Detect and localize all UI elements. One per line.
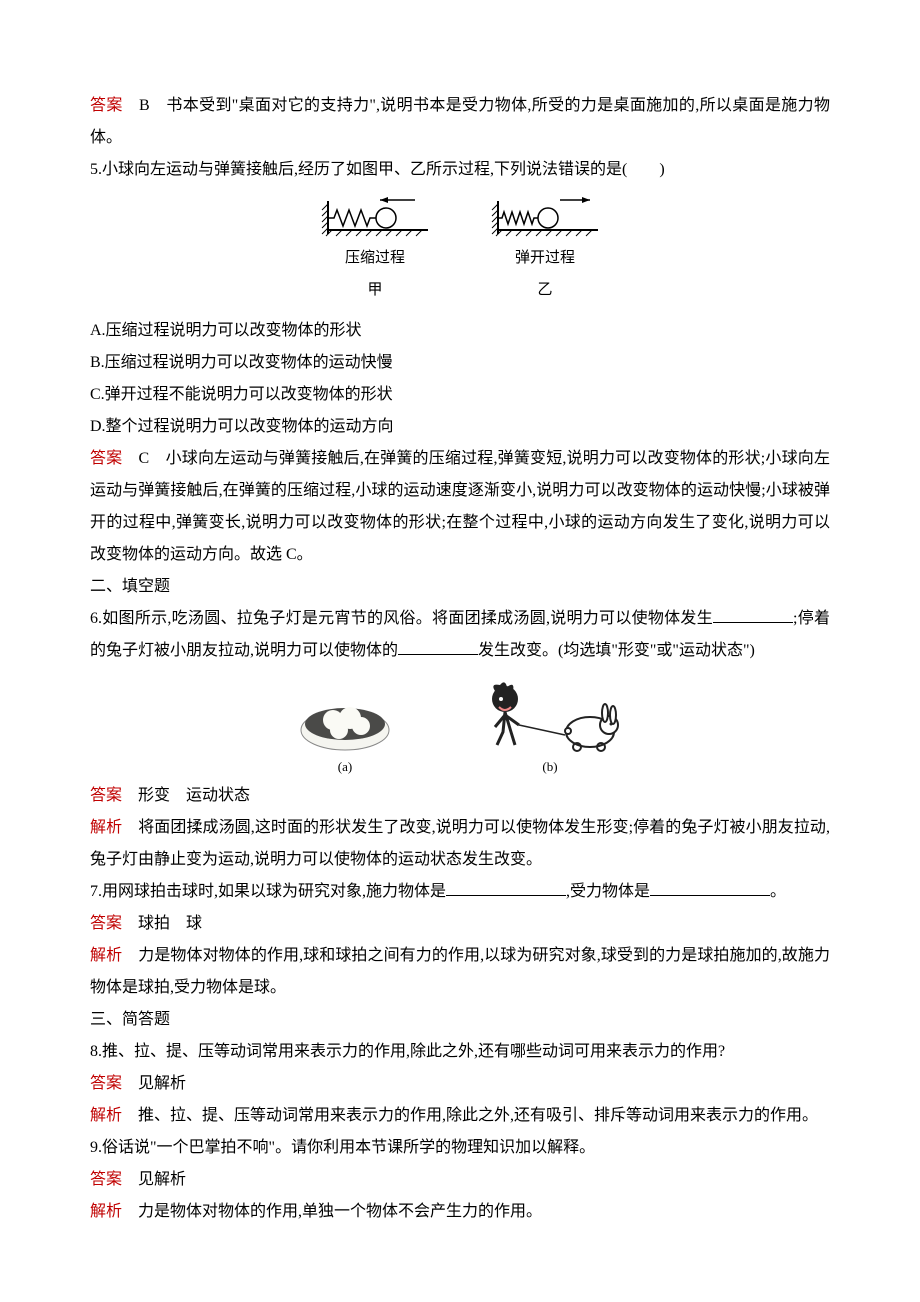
answer-label: 答案 [90,97,123,114]
q5-fig-yi-char: 乙 [537,275,552,305]
q6-stem: 6.如图所示,吃汤圆、拉兔子灯是元宵节的风俗。将面团揉成汤圆,说明力可以使物体发… [90,603,830,667]
q7-stem3: 。 [770,883,786,900]
q9-analysis: 解析 力是物体对物体的作用,单独一个物体不会产生力的作用。 [90,1196,830,1228]
q4-answer-body: B 书本受到"桌面对它的支持力",说明书本是受力物体,所受的力是桌面施加的,所以… [90,97,830,146]
analysis-label: 解析 [90,1107,122,1124]
section3-title: 三、简答题 [90,1004,830,1036]
q8-answer: 答案 见解析 [90,1068,830,1100]
q6-answer: 答案 形变 运动状态 [90,780,830,812]
q6-fig-a-label: (a) [338,754,352,780]
section2-title: 二、填空题 [90,571,830,603]
answer-label: 答案 [90,915,122,932]
q9-answer: 答案 见解析 [90,1164,830,1196]
q6-figure-row: (a) (b) [90,677,830,780]
q7-answer-body: 球拍 球 [122,915,202,932]
q5-fig-jia-char: 甲 [367,275,382,305]
spring-expand-icon [490,196,600,241]
q6-fig-b-label: (b) [542,754,557,780]
q5-figure-row: 压缩过程 甲 弹开过 [90,196,830,305]
q7-analysis-body: 力是物体对物体的作用,球和球拍之间有力的作用,以球为研究对象,球受到的力是球拍施… [90,947,830,996]
q5-fig-jia-label: 压缩过程 [345,243,405,273]
q6-figure-b: (b) [475,677,625,780]
blank [650,879,770,896]
q7-answer: 答案 球拍 球 [90,908,830,940]
q7-stem1: 7.用网球拍击球时,如果以球为研究对象,施力物体是 [90,883,446,900]
q6-stem3: 发生改变。(均选填"形变"或"运动状态") [478,642,755,659]
q5-answer-body: C 小球向左运动与弹簧接触后,在弹簧的压缩过程,弹簧变短,说明力可以改变物体的形… [90,450,830,563]
q9-analysis-body: 力是物体对物体的作用,单独一个物体不会产生力的作用。 [122,1203,542,1220]
q7-stem: 7.用网球拍击球时,如果以球为研究对象,施力物体是 ,受力物体是 。 [90,876,830,908]
q6-stem1: 6.如图所示,吃汤圆、拉兔子灯是元宵节的风俗。将面团揉成汤圆,说明力可以使物体发… [90,610,713,627]
q6-analysis-body: 将面团揉成汤圆,这时面的形状发生了改变,说明力可以使物体发生形变;停着的兔子灯被… [90,819,830,868]
q5-figure-yi: 弹开过程 乙 [490,196,600,305]
q5-fig-yi-label: 弹开过程 [515,243,575,273]
q8-answer-body: 见解析 [122,1075,186,1092]
q9-answer-body: 见解析 [122,1171,186,1188]
blank [446,879,566,896]
answer-label: 答案 [90,1075,122,1092]
q4-answer: 答案 B 书本受到"桌面对它的支持力",说明书本是受力物体,所受的力是桌面施加的… [90,90,830,154]
q8-analysis: 解析 推、拉、提、压等动词常用来表示力的作用,除此之外,还有吸引、排斥等动词用来… [90,1100,830,1132]
answer-label: 答案 [90,787,122,804]
q8-analysis-body: 推、拉、提、压等动词常用来表示力的作用,除此之外,还有吸引、排斥等动词用来表示力… [122,1107,818,1124]
q5-optC: C.弹开过程不能说明力可以改变物体的形状 [90,379,830,411]
spring-compress-icon [320,196,430,241]
q7-analysis: 解析 力是物体对物体的作用,球和球拍之间有力的作用,以球为研究对象,球受到的力是… [90,940,830,1004]
analysis-label: 解析 [90,819,122,836]
blank [713,606,793,623]
rabbit-lantern-icon [475,677,625,752]
q8-stem: 8.推、拉、提、压等动词常用来表示力的作用,除此之外,还有哪些动词可用来表示力的… [90,1036,830,1068]
analysis-label: 解析 [90,947,122,964]
q5-optD: D.整个过程说明力可以改变物体的运动方向 [90,411,830,443]
q6-answer-body: 形变 运动状态 [122,787,250,804]
analysis-label: 解析 [90,1203,122,1220]
answer-label: 答案 [90,1171,122,1188]
q5-optB: B.压缩过程说明力可以改变物体的运动快慢 [90,347,830,379]
q6-analysis: 解析 将面团揉成汤圆,这时面的形状发生了改变,说明力可以使物体发生形变;停着的兔… [90,812,830,876]
document-page: 答案 B 书本受到"桌面对它的支持力",说明书本是受力物体,所受的力是桌面施加的… [0,0,920,1278]
q6-figure-a: (a) [295,682,395,780]
q9-stem: 9.俗话说"一个巴掌拍不响"。请你利用本节课所学的物理知识加以解释。 [90,1132,830,1164]
tangyuan-icon [295,682,395,752]
q5-answer: 答案 C 小球向左运动与弹簧接触后,在弹簧的压缩过程,弹簧变短,说明力可以改变物… [90,443,830,571]
q5-optA: A.压缩过程说明力可以改变物体的形状 [90,315,830,347]
answer-label: 答案 [90,450,122,467]
blank [398,638,478,655]
q5-figure-jia: 压缩过程 甲 [320,196,430,305]
q5-stem: 5.小球向左运动与弹簧接触后,经历了如图甲、乙所示过程,下列说法错误的是( ) [90,154,830,186]
q7-stem2: ,受力物体是 [566,883,650,900]
